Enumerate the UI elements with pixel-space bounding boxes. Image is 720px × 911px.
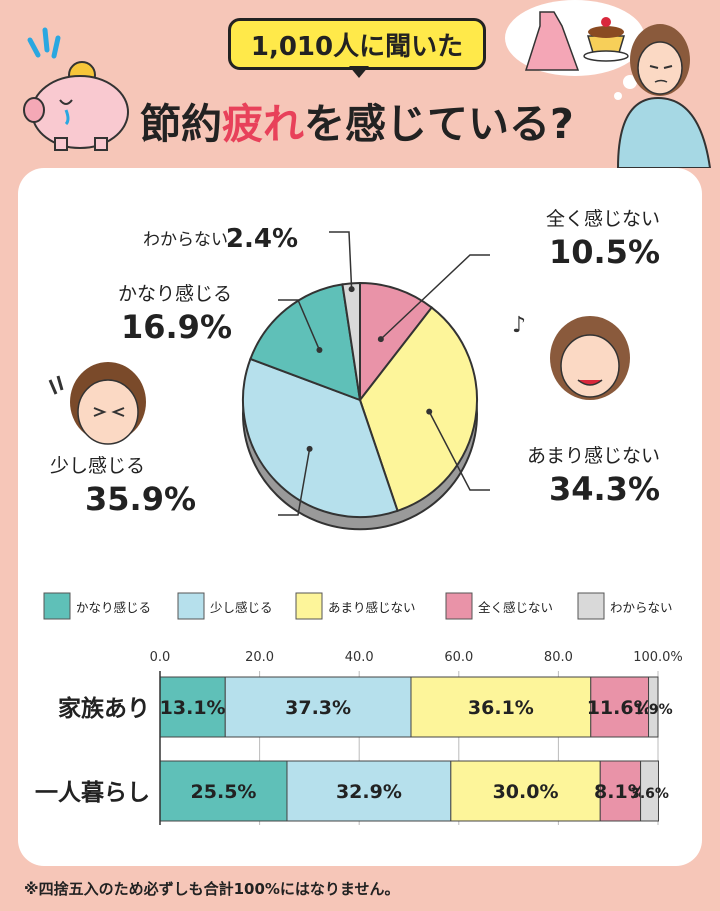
footnote: ※四捨五入のため必ずしも合計100%にはなりません。 [24,880,400,898]
stress-marks-icon [48,375,64,395]
row-label: 一人暮らし [35,780,150,806]
bar-segment [450,760,601,822]
leader-line [278,448,311,516]
bar-segment [640,760,659,822]
title-post: を感じている? [304,100,574,148]
pie-label-value: 10.5% [549,233,660,271]
smiling-woman-illustration: ♪ [512,313,630,400]
data-label: 37.3% [285,697,351,719]
dress-icon [524,11,580,71]
pie-slice [242,357,399,518]
sparkle-icon [27,27,61,59]
pie-chart: 全く感じない 10.5% あまり感じない 34.3% 少し感じる 35.9% かなり感じる 1… [48,208,660,531]
stressed-man-illustration [48,362,146,445]
x-tick-label: 60.0 [444,650,473,665]
legend-label: 全く感じない [478,600,553,615]
piggy-bank-icon [23,61,129,151]
mouth-shape [577,379,603,386]
legend-item: あまり感じない [295,592,416,620]
title-highlight: 疲れ [222,100,304,148]
data-label: 3.6% [630,786,669,802]
leader-line [380,254,490,340]
leader-line [278,299,321,351]
legend-swatch [295,592,323,620]
data-label: 25.5% [191,781,257,803]
pie-label-name: わからない [143,230,228,250]
badge-text: 1,010人に聞いた [250,31,464,62]
pie-slice [358,306,478,513]
pie-label-name: かなり感じる [118,283,232,305]
pie-label-value: 2.4% [226,224,298,254]
tired-woman-illustration [616,24,712,168]
page-title: 節約疲れを感じている? [140,90,620,150]
bar-segment [159,676,226,738]
pie-label-name: 全く感じない [546,208,660,230]
title-pre: 節約 [140,100,222,148]
bar-segment [410,676,592,738]
legend-item: わからない [577,592,673,620]
face-shape [560,334,620,398]
legend-label: 少し感じる [210,600,273,615]
legend-swatch [445,592,473,620]
data-label: 30.0% [493,781,559,803]
data-label: 13.1% [160,697,226,719]
legend-swatch [43,592,71,620]
x-tick-label: 100.0% [633,650,683,665]
bar-segment [648,676,659,738]
data-label: 11.6% [587,697,653,719]
bar-segment [224,676,412,738]
pie-label-name: 少し感じる [50,455,145,477]
respondent-count-badge: 1,010人に聞いた [228,18,486,70]
pie-label-value: 34.3% [549,470,660,508]
x-tick-label: 20.0 [245,650,274,665]
data-label: 36.1% [468,697,534,719]
row-label: 家族あり [58,695,150,722]
legend-label: あまり感じない [328,600,416,615]
music-note-icon: ♪ [512,313,526,338]
eyes-shape [93,407,125,417]
legend-item: 少し感じる [177,592,273,620]
leader-line [329,231,353,290]
legend-label: かなり感じる [76,600,151,615]
legend-swatch [177,592,205,620]
pie-label-value: 35.9% [85,480,196,518]
pie-slice [249,283,362,402]
bar-segment [286,760,452,822]
header-decorations [23,0,712,168]
data-label: 1.9% [634,702,673,718]
bar-segment [599,760,642,822]
pie-label-name: あまり感じない [527,445,660,467]
x-tick-label: 80.0 [544,650,573,665]
stacked-bar-chart: かなり感じる 少し感じる あまり感じない 全く感じない わからない 0.0 20.0 40.0… [35,592,683,825]
legend-item: かなり感じる [43,592,151,620]
face-shape [77,379,139,445]
legend-item: 全く感じない [445,592,553,620]
badge-tail [349,66,369,78]
leader-line [428,411,490,491]
data-label: 8.1% [594,781,647,803]
data-label: 32.9% [336,781,402,803]
x-tick-label: 40.0 [345,650,374,665]
legend-label: わからない [610,600,673,615]
pudding-icon [583,17,629,62]
thought-cloud [505,0,645,100]
legend-swatch [577,592,605,620]
pie-label-value: 16.9% [121,308,232,346]
x-tick-label: 0.0 [150,650,171,665]
pie-slice [359,281,434,403]
